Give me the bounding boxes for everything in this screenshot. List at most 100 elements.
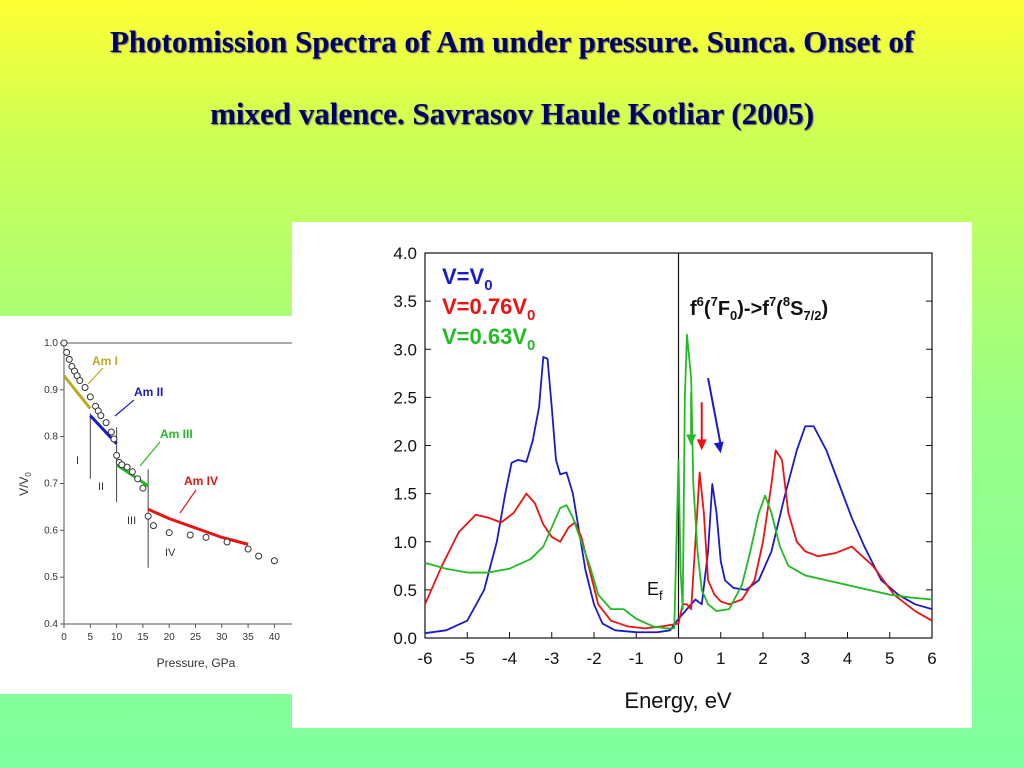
left-y-tick-label: 0.4 [44,619,58,630]
am-iii-pointer [139,441,161,467]
right-x-tick-label: 0 [674,649,683,668]
transition-annotation: f6(7F0)->f7(8S7/2) [690,294,828,323]
right-y-tick-label: 0.0 [393,629,417,648]
data-point [63,348,71,356]
energy-axis-label: Energy, eV [624,688,732,713]
right-x-tick-label: 1 [716,649,725,668]
phase-fit-line [147,507,249,546]
right-y-tick-label: 3.5 [393,292,417,311]
data-point [202,533,210,541]
peak-arrow-shaft [707,377,722,446]
right-x-tick-label: 3 [801,649,810,668]
left-x-axis-label: Pressure, GPa [157,656,236,670]
right-axes: -6 -5 -4 -3 -2 -1 0 1 2 3 4 5 6 0.0 0.5 1.0 1.5 2.0 2.5 3.0… [393,244,936,668]
region-label-iv: IV [165,547,176,559]
left-x-tick-label: 10 [111,632,123,643]
region-label-iii: III [127,515,136,527]
right-arrows [686,377,724,454]
am-ii-label: Am II [134,385,163,399]
peak-arrow-head [696,439,707,451]
data-point [270,557,278,565]
left-x-tick-label: 15 [137,632,149,643]
right-labels: Energy, eV Ef V=V0 V=0.76V0 V=0.63V0 f6(… [442,264,828,713]
data-point [255,552,263,560]
data-point [165,529,173,537]
am-i-pointer [87,367,104,385]
data-point [144,512,152,520]
data-point [107,428,115,436]
spectra-chart-panel: -6 -5 -4 -3 -2 -1 0 1 2 3 4 5 6 0.0 0.5 1.0 1.5 2.0 2.5 3.0… [292,222,972,728]
right-y-tick-label: 1.5 [393,485,417,504]
region-label-i: I [76,455,79,467]
region-label-ii: II [98,481,104,493]
right-x-tick-label: -6 [417,649,432,668]
spectra-chart: -6 -5 -4 -3 -2 -1 0 1 2 3 4 5 6 0.0 0.5 1.0 1.5 2.0 2.5 3.0… [393,244,936,713]
phase-fit-line [115,463,149,488]
peak-arrow-head [686,434,697,446]
left-x-tick-label: 30 [216,632,228,643]
data-point [223,538,231,546]
slide-title: Photomission Spectra of Am under pressur… [0,6,1024,150]
left-x-tick-label: 25 [190,632,202,643]
right-x-tick-label: -1 [629,649,644,668]
right-x-tick-label: 6 [927,649,936,668]
right-x-tick-label: -4 [502,649,517,668]
right-y-tick-label: 3.0 [393,340,417,359]
data-point [60,339,68,347]
right-x-tick-label: -5 [460,649,475,668]
am-i-label: Am I [92,354,118,368]
left-axes: 051015202530354045500.40.50.60.70.80.91.… [44,338,333,643]
spectrum-line [424,333,933,630]
right-y-tick-label: 2.0 [393,437,417,456]
right-x-tick-label: -2 [586,649,601,668]
left-points [60,339,315,574]
legend-v076: V=0.76V0 [442,294,535,324]
right-y-tick-label: 0.5 [393,581,417,600]
right-x-tick-label: 4 [843,649,852,668]
left-y-tick-label: 0.5 [44,572,58,583]
data-point [149,522,157,530]
data-point [102,419,110,427]
data-point [134,475,142,483]
left-y-tick-label: 0.7 [44,479,58,490]
left-y-tick-label: 1.0 [44,338,58,349]
right-y-tick-label: 4.0 [393,244,417,263]
data-point [139,484,147,492]
right-x-tick-label: 5 [885,649,894,668]
left-series [62,374,249,546]
legend-v063: V=0.63V0 [442,324,535,354]
data-point [123,463,131,471]
left-x-tick-label: 35 [243,632,255,643]
left-x-tick-label: 0 [61,632,67,643]
data-point [65,355,73,363]
am-iii-label: Am III [160,427,193,441]
right-y-tick-label: 1.0 [393,533,417,552]
spectrum-line [424,449,933,630]
am-iv-label: Am IV [184,474,218,488]
peak-arrow-head [713,441,724,454]
right-y-tick-label: 2.5 [393,388,417,407]
left-x-tick-label: 5 [88,632,94,643]
data-point [76,376,84,384]
right-x-tick-label: -3 [544,649,559,668]
right-x-tick-label: 2 [758,649,767,668]
fermi-level-label: Ef [647,579,663,603]
legend-v0: V=V0 [442,264,493,294]
title-line-2: mixed valence. Savrasov Haule Kotliar (2… [210,96,814,131]
left-y-tick-label: 0.9 [44,385,58,396]
right-series [424,333,933,635]
title-line-1: Photomission Spectra of Am under pressur… [109,24,915,59]
am-ii-pointer [114,399,135,417]
data-point [113,451,121,459]
phase-fit-line [62,374,92,410]
left-x-tick-label: 40 [269,632,281,643]
left-y-axis-label: V/V0 [17,472,33,496]
data-point [128,468,136,476]
data-point [81,383,89,391]
left-labels: Pressure, GPa V/V0 I II III IV Am I Am I… [17,354,236,670]
data-point [97,412,105,420]
left-x-tick-label: 20 [164,632,176,643]
data-point [186,531,194,539]
am-iv-pointer [179,489,197,514]
data-point [244,545,252,553]
